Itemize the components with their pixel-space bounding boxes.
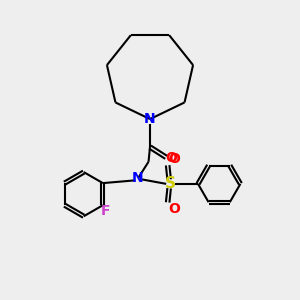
Text: O: O [168, 202, 180, 216]
Text: O: O [168, 152, 180, 166]
Text: S: S [165, 176, 176, 191]
Text: N: N [132, 171, 143, 185]
Text: F: F [101, 203, 111, 218]
Text: O: O [166, 151, 177, 165]
Text: N: N [144, 112, 156, 126]
